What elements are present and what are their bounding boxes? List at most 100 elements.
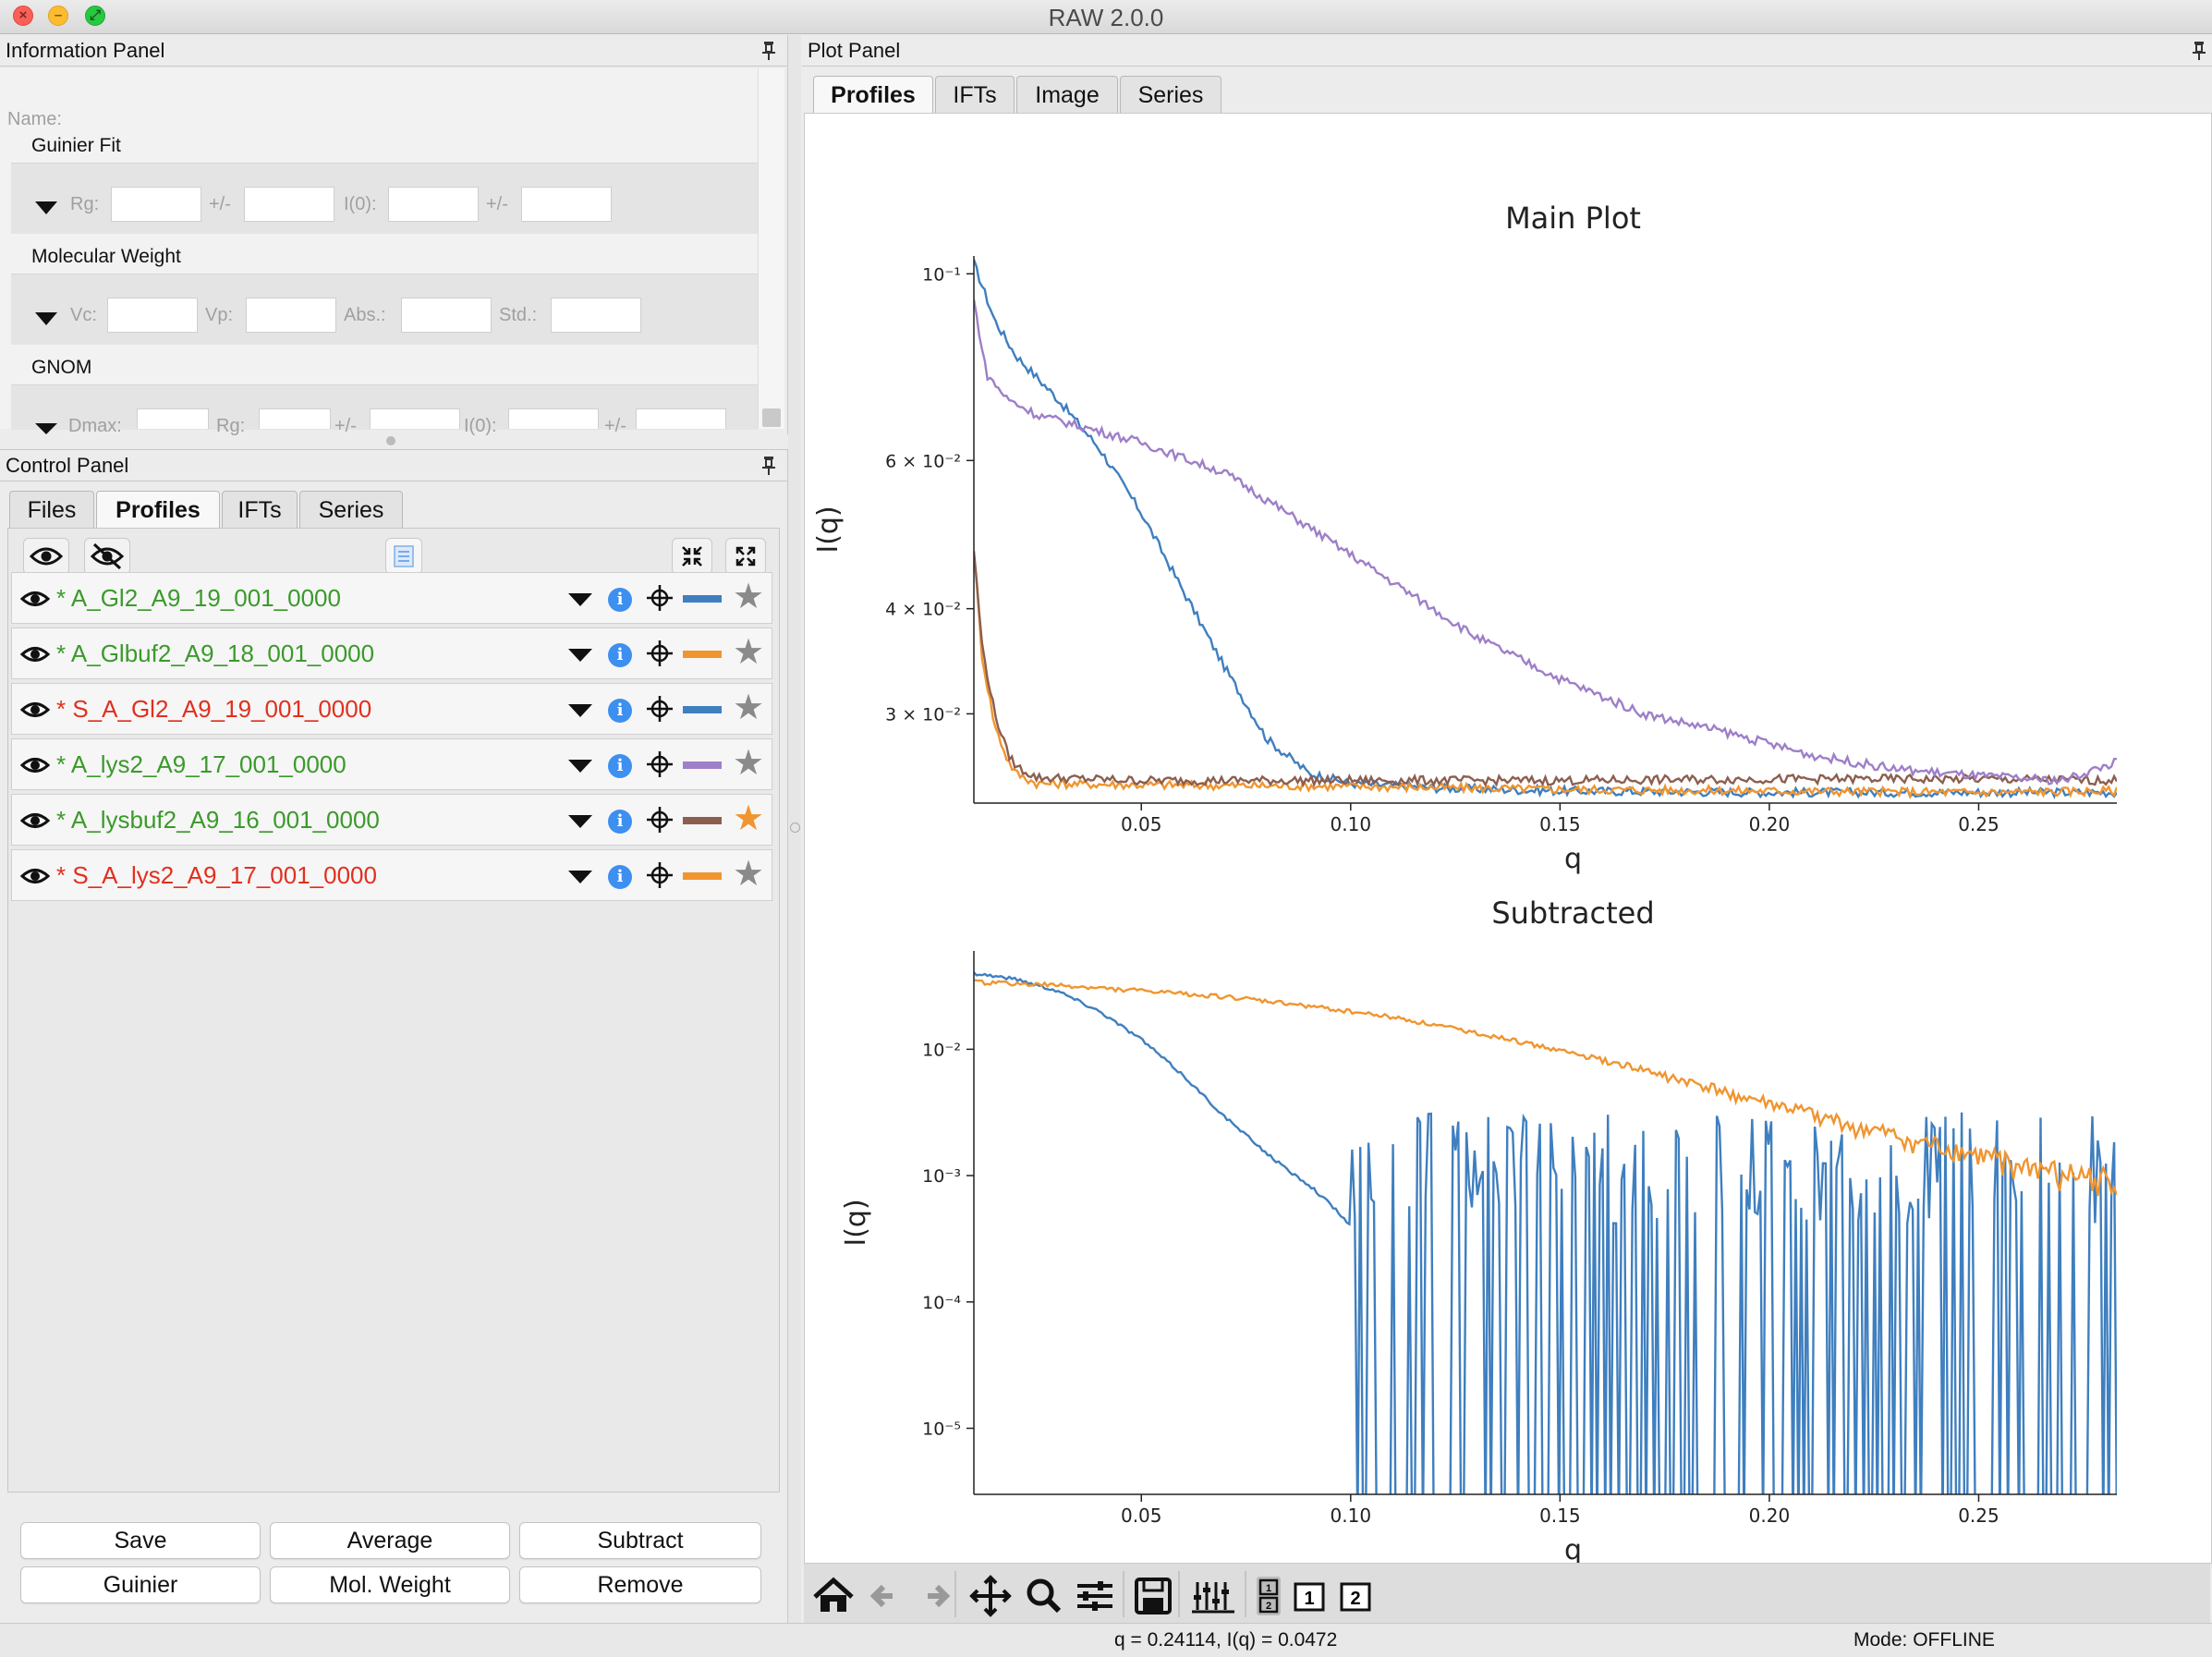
save-button[interactable]: Save [20, 1522, 261, 1559]
info-scrollbar[interactable] [758, 68, 784, 429]
gnom-rg-error-field[interactable] [370, 408, 460, 429]
profile-row[interactable]: * S_A_Gl2_A9_19_001_0000 i ★ [11, 683, 772, 735]
mol-weight-button[interactable]: Mol. Weight [270, 1566, 510, 1603]
guinier-rg-error-field[interactable] [244, 187, 334, 222]
eye-icon[interactable] [19, 863, 51, 894]
gnom-i0-field[interactable] [508, 408, 599, 429]
sash-handle-icon[interactable] [386, 436, 395, 445]
line-color-swatch[interactable] [683, 872, 722, 880]
profile-row[interactable]: * A_lys2_A9_17_001_0000 i ★ [11, 738, 772, 790]
line-color-swatch[interactable] [683, 595, 722, 603]
subtract-button[interactable]: Subtract [519, 1522, 761, 1559]
chevron-down-icon[interactable] [568, 649, 592, 662]
scrollbar-thumb[interactable] [762, 408, 781, 427]
info-icon[interactable]: i [608, 754, 632, 778]
mw-abs-field[interactable] [401, 298, 492, 333]
show-plot-1-icon[interactable]: 1 [1294, 1582, 1325, 1612]
close-window-button[interactable]: × [13, 6, 33, 26]
crosshair-icon[interactable] [646, 750, 674, 783]
eye-icon[interactable] [19, 697, 51, 727]
info-scroll-area[interactable]: Name: Guinier Fit Rg: +/- I(0): +/- Mole… [0, 68, 758, 436]
eye-icon[interactable] [19, 808, 51, 838]
star-icon[interactable]: ★ [733, 799, 765, 838]
star-icon[interactable]: ★ [733, 688, 765, 727]
profile-row[interactable]: * S_A_lys2_A9_17_001_0000 i ★ [11, 849, 772, 901]
info-icon[interactable]: i [608, 810, 632, 834]
average-button[interactable]: Average [270, 1522, 510, 1559]
star-icon[interactable]: ★ [733, 578, 765, 616]
collapse-all-button[interactable] [672, 538, 712, 575]
tab-profiles[interactable]: Profiles [96, 491, 220, 528]
tab-files[interactable]: Files [9, 491, 94, 528]
show-both-plots-icon[interactable]: 12 [1257, 1577, 1281, 1615]
chevron-down-icon[interactable] [568, 760, 592, 773]
info-icon[interactable]: i [608, 643, 632, 667]
expand-all-button[interactable] [725, 538, 766, 575]
hide-all-button[interactable] [84, 538, 130, 575]
chevron-down-icon[interactable] [568, 593, 592, 606]
star-icon[interactable]: ★ [733, 855, 765, 894]
crosshair-icon[interactable] [646, 584, 674, 616]
select-all-button[interactable] [385, 538, 422, 575]
remove-button[interactable]: Remove [519, 1566, 761, 1603]
line-color-swatch[interactable] [683, 651, 722, 658]
gnom-rg-field[interactable] [259, 408, 331, 429]
back-arrow-icon[interactable] [869, 1584, 893, 1608]
crosshair-icon[interactable] [646, 861, 674, 894]
mw-vp-field[interactable] [246, 298, 336, 333]
tab-plot-image[interactable]: Image [1016, 76, 1118, 113]
zoom-icon[interactable] [1027, 1578, 1062, 1614]
guinier-collapse-icon[interactable] [35, 201, 57, 214]
tab-series[interactable]: Series [299, 491, 403, 528]
eye-icon[interactable] [19, 641, 51, 672]
gnom-collapse-icon[interactable] [35, 423, 57, 434]
zoom-window-button[interactable]: ⤢ [85, 6, 105, 26]
tab-plot-ifts[interactable]: IFTs [935, 76, 1015, 113]
tab-ifts[interactable]: IFTs [222, 491, 298, 528]
crosshair-icon[interactable] [646, 695, 674, 727]
tab-plot-series[interactable]: Series [1120, 76, 1221, 113]
mw-vc-field[interactable] [107, 298, 198, 333]
show-plot-2-icon[interactable]: 2 [1340, 1582, 1371, 1612]
crosshair-icon[interactable] [646, 640, 674, 672]
eye-icon[interactable] [19, 752, 51, 783]
info-icon[interactable]: i [608, 699, 632, 723]
gnom-dmax-field[interactable] [137, 408, 209, 429]
plot-options-icon[interactable] [1192, 1582, 1234, 1614]
plots-svg[interactable]: Main Plot 0.05 0.10 0.15 0.20 0.25 10⁻¹ 6 × 10⁻… [805, 114, 2211, 1563]
show-all-button[interactable] [23, 538, 69, 575]
chevron-down-icon[interactable] [568, 815, 592, 828]
line-color-swatch[interactable] [683, 817, 722, 824]
plot-canvas[interactable]: Main Plot 0.05 0.10 0.15 0.20 0.25 10⁻¹ 6 × 10⁻… [804, 113, 2212, 1564]
pin-icon[interactable] [2192, 41, 2206, 67]
line-color-swatch[interactable] [683, 761, 722, 769]
crosshair-icon[interactable] [646, 806, 674, 838]
guinier-rg-field[interactable] [111, 187, 201, 222]
save-figure-icon[interactable] [1135, 1578, 1172, 1614]
eye-icon[interactable] [19, 586, 51, 616]
chevron-down-icon[interactable] [568, 871, 592, 883]
configure-subplots-icon[interactable] [1077, 1581, 1112, 1611]
guinier-i0-error-field[interactable] [521, 187, 612, 222]
star-icon[interactable]: ★ [733, 744, 765, 783]
profile-row[interactable]: * A_Gl2_A9_19_001_0000 i ★ [11, 572, 772, 624]
forward-arrow-icon[interactable] [928, 1584, 951, 1608]
star-icon[interactable]: ★ [733, 633, 765, 672]
pin-icon[interactable] [761, 41, 776, 67]
minimize-window-button[interactable]: – [48, 6, 68, 26]
profile-row[interactable]: * A_lysbuf2_A9_16_001_0000 i ★ [11, 794, 772, 846]
mw-std-field[interactable] [551, 298, 641, 333]
home-icon[interactable] [813, 1577, 854, 1612]
vertical-sash[interactable] [788, 35, 801, 1623]
chevron-down-icon[interactable] [568, 704, 592, 717]
profile-row[interactable]: * A_Glbuf2_A9_18_001_0000 i ★ [11, 627, 772, 679]
info-icon[interactable]: i [608, 588, 632, 612]
guinier-i0-field[interactable] [388, 187, 479, 222]
pin-icon[interactable] [761, 456, 776, 481]
tab-plot-profiles[interactable]: Profiles [813, 76, 933, 113]
gnom-i0-error-field[interactable] [636, 408, 726, 429]
line-color-swatch[interactable] [683, 706, 722, 713]
info-icon[interactable]: i [608, 865, 632, 889]
mw-collapse-icon[interactable] [35, 312, 57, 325]
pan-icon[interactable] [969, 1575, 1012, 1617]
